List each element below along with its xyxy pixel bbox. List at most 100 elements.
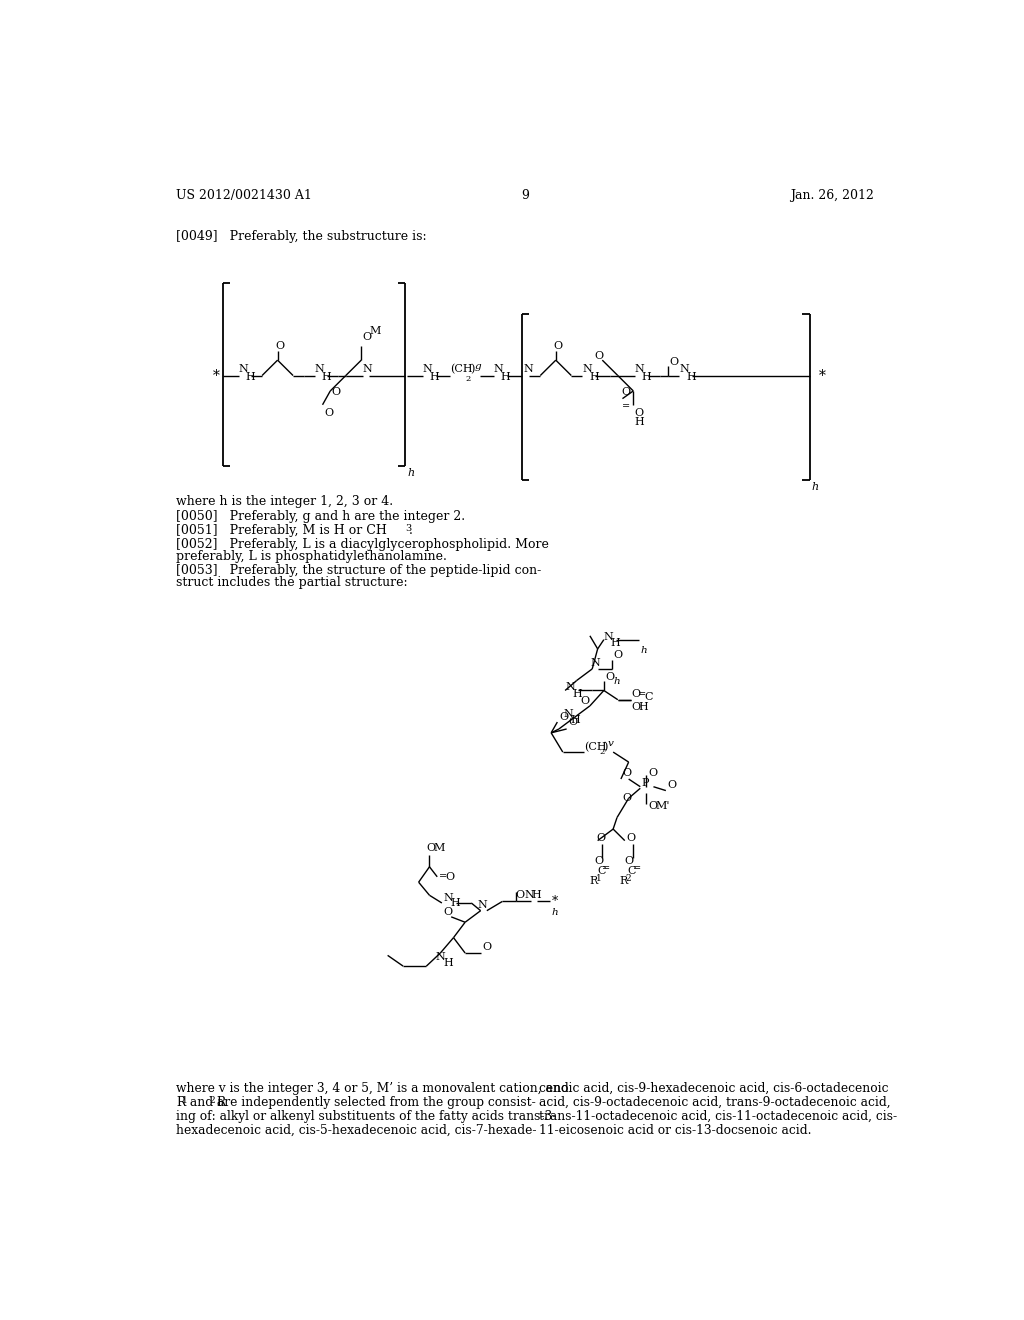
Text: O: O (595, 857, 604, 866)
Text: N: N (523, 364, 534, 375)
Text: *: * (552, 895, 558, 908)
Text: .: . (410, 524, 414, 537)
Text: O: O (324, 408, 333, 417)
Text: v: v (607, 739, 613, 748)
Text: R: R (590, 876, 598, 887)
Text: H: H (686, 372, 695, 381)
Text: N: N (423, 364, 432, 375)
Text: H: H (246, 372, 256, 381)
Text: H: H (635, 417, 644, 426)
Text: H: H (501, 372, 511, 381)
Text: where v is the integer 3, 4 or 5, M’ is a monovalent cation, and: where v is the integer 3, 4 or 5, M’ is … (176, 1082, 568, 1096)
Text: O: O (668, 780, 677, 791)
Text: [0049]   Preferably, the substructure is:: [0049] Preferably, the substructure is: (176, 231, 427, 243)
Text: H: H (589, 372, 599, 381)
Text: O: O (631, 689, 640, 700)
Text: 2: 2 (466, 375, 471, 383)
Text: H: H (322, 372, 332, 381)
Text: =: = (602, 865, 610, 874)
Text: O: O (635, 408, 644, 417)
Text: N: N (477, 899, 487, 909)
Text: N: N (679, 364, 689, 375)
Text: O: O (426, 842, 435, 853)
Text: H: H (531, 890, 541, 900)
Text: h: h (640, 645, 647, 655)
Text: O: O (568, 717, 578, 727)
Text: M': M' (655, 801, 670, 810)
Text: O: O (648, 768, 657, 777)
Text: O: O (648, 801, 657, 810)
Text: hexadecenoic acid, cis-5-hexadecenoic acid, cis-7-hexade-: hexadecenoic acid, cis-5-hexadecenoic ac… (176, 1123, 537, 1137)
Text: M: M (433, 842, 444, 853)
Text: [0051]   Preferably, M is H or CH: [0051] Preferably, M is H or CH (176, 524, 387, 537)
Text: O: O (581, 696, 590, 706)
Text: N: N (443, 892, 454, 903)
Text: M: M (370, 326, 381, 335)
Text: C: C (644, 692, 652, 702)
Text: O: O (554, 342, 562, 351)
Text: =: = (633, 865, 641, 874)
Text: O: O (605, 672, 614, 681)
Text: 2: 2 (209, 1096, 215, 1105)
Text: trans-11-octadecenoic acid, cis-11-octadecenoic acid, cis-: trans-11-octadecenoic acid, cis-11-octad… (539, 1110, 897, 1123)
Text: H: H (429, 372, 439, 381)
Text: ing of: alkyl or alkenyl substituents of the fatty acids trans-3-: ing of: alkyl or alkenyl substituents of… (176, 1110, 556, 1123)
Text: O: O (621, 388, 630, 397)
Text: C: C (598, 866, 606, 876)
Text: struct includes the partial structure:: struct includes the partial structure: (176, 576, 408, 589)
Text: N: N (635, 364, 644, 375)
Text: where h is the integer 1, 2, 3 or 4.: where h is the integer 1, 2, 3 or 4. (176, 495, 393, 508)
Text: N: N (591, 657, 600, 668)
Text: 2: 2 (626, 874, 631, 883)
Text: N: N (239, 364, 249, 375)
Text: O: O (332, 388, 341, 397)
Text: H: H (451, 898, 460, 908)
Text: N: N (362, 364, 373, 375)
Text: cenoic acid, cis-9-hexadecenoic acid, cis-6-octadecenoic: cenoic acid, cis-9-hexadecenoic acid, ci… (539, 1082, 888, 1096)
Text: 1: 1 (182, 1096, 188, 1105)
Text: O: O (595, 351, 604, 362)
Text: and R: and R (186, 1096, 226, 1109)
Text: O: O (362, 333, 372, 342)
Text: =: = (623, 401, 631, 411)
Text: H: H (611, 638, 621, 648)
Text: O: O (482, 942, 492, 952)
Text: [0050]   Preferably, g and h are the integer 2.: [0050] Preferably, g and h are the integ… (176, 510, 465, 523)
Text: H: H (638, 702, 648, 713)
Text: acid, cis-9-octadecenoic acid, trans-9-octadecenoic acid,: acid, cis-9-octadecenoic acid, trans-9-o… (539, 1096, 891, 1109)
Text: =: = (438, 873, 446, 882)
Text: H: H (443, 958, 454, 968)
Text: O: O (613, 649, 623, 660)
Text: h: h (552, 908, 558, 916)
Text: *: * (213, 368, 219, 383)
Text: N: N (435, 952, 445, 962)
Text: O: O (559, 713, 568, 722)
Text: US 2012/0021430 A1: US 2012/0021430 A1 (176, 189, 312, 202)
Text: N: N (524, 890, 534, 900)
Text: O: O (515, 890, 524, 900)
Text: H: H (642, 372, 651, 381)
Text: h: h (407, 469, 414, 478)
Text: N: N (565, 682, 574, 693)
Text: are independently selected from the group consist-: are independently selected from the grou… (213, 1096, 536, 1109)
Text: N: N (583, 364, 592, 375)
Text: h: h (614, 677, 621, 685)
Text: O: O (596, 833, 605, 843)
Text: h: h (812, 482, 818, 492)
Text: O: O (670, 356, 679, 367)
Text: g: g (474, 362, 481, 371)
Text: [0053]   Preferably, the structure of the peptide-lipid con-: [0053] Preferably, the structure of the … (176, 564, 542, 577)
Text: preferably, L is phosphatidylethanolamine.: preferably, L is phosphatidylethanolamin… (176, 550, 446, 564)
Text: 1: 1 (596, 874, 602, 883)
Text: ): ) (603, 742, 607, 752)
Text: 2: 2 (599, 748, 604, 756)
Text: N: N (604, 631, 613, 642)
Text: O: O (275, 342, 285, 351)
Text: O: O (443, 907, 453, 917)
Text: (CH: (CH (584, 742, 606, 752)
Text: 3: 3 (406, 524, 412, 533)
Text: H: H (570, 714, 581, 725)
Text: R: R (176, 1096, 185, 1109)
Text: 11-eicosenoic acid or cis-13-docsenoic acid.: 11-eicosenoic acid or cis-13-docsenoic a… (539, 1123, 811, 1137)
Text: ): ) (470, 364, 474, 375)
